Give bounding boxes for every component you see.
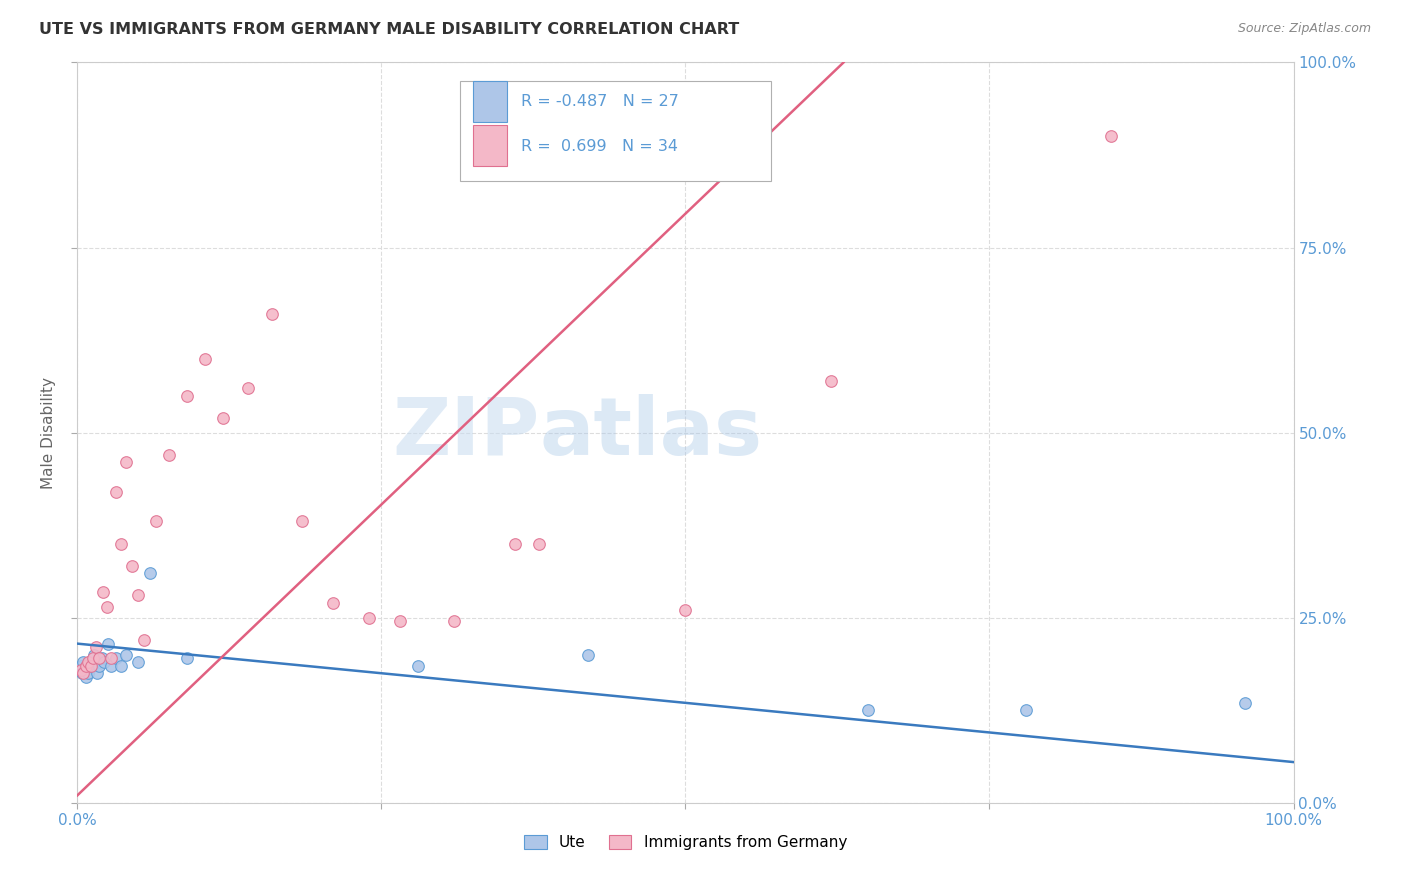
Point <box>322 596 344 610</box>
Point <box>79 655 101 669</box>
Point <box>73 663 96 677</box>
Point <box>176 388 198 402</box>
Point <box>212 410 235 425</box>
Point <box>260 307 283 321</box>
Point <box>194 351 217 366</box>
Point <box>388 615 411 629</box>
Point <box>77 655 100 669</box>
Point <box>70 663 93 677</box>
Point <box>105 484 128 499</box>
Text: atlas: atlas <box>540 393 762 472</box>
FancyBboxPatch shape <box>472 81 506 121</box>
Point <box>236 381 259 395</box>
Point <box>70 658 93 673</box>
Point <box>89 651 111 665</box>
Point <box>97 637 120 651</box>
Text: ZIP: ZIP <box>392 393 540 472</box>
Point <box>77 666 100 681</box>
Point <box>291 515 314 529</box>
Point <box>96 599 118 614</box>
Point <box>503 536 526 550</box>
Point <box>72 666 94 681</box>
Text: R = -0.487   N = 27: R = -0.487 N = 27 <box>522 95 679 109</box>
Point <box>115 455 138 469</box>
Point <box>76 658 98 673</box>
Point <box>675 603 697 617</box>
Legend: Ute, Immigrants from Germany: Ute, Immigrants from Germany <box>516 828 855 858</box>
Point <box>72 655 94 669</box>
Point <box>176 651 198 665</box>
Point <box>529 536 551 550</box>
Point <box>406 658 429 673</box>
Point <box>80 658 103 673</box>
Point <box>139 566 162 581</box>
Point <box>100 658 122 673</box>
Point <box>576 648 599 662</box>
Point <box>145 515 167 529</box>
Point <box>82 651 104 665</box>
Point <box>90 651 112 665</box>
Point <box>86 666 108 681</box>
FancyBboxPatch shape <box>460 81 770 181</box>
Point <box>70 666 93 681</box>
Text: Source: ZipAtlas.com: Source: ZipAtlas.com <box>1237 22 1371 36</box>
Text: UTE VS IMMIGRANTS FROM GERMANY MALE DISABILITY CORRELATION CHART: UTE VS IMMIGRANTS FROM GERMANY MALE DISA… <box>39 22 740 37</box>
Point <box>84 640 107 655</box>
Point <box>75 670 97 684</box>
Point <box>93 655 115 669</box>
Point <box>359 610 381 624</box>
Point <box>115 648 138 662</box>
Point <box>127 655 149 669</box>
Point <box>105 651 128 665</box>
Point <box>157 448 180 462</box>
Point <box>134 632 156 647</box>
Point <box>1015 703 1038 717</box>
Point <box>1233 696 1256 710</box>
FancyBboxPatch shape <box>472 126 506 166</box>
Point <box>83 648 105 662</box>
Point <box>75 658 97 673</box>
Point <box>110 658 132 673</box>
Point <box>121 558 143 573</box>
Point <box>110 536 132 550</box>
Point <box>443 615 465 629</box>
Point <box>100 651 122 665</box>
Point <box>856 703 879 717</box>
Point <box>89 658 111 673</box>
Point <box>820 374 842 388</box>
Y-axis label: Male Disability: Male Disability <box>41 376 56 489</box>
Point <box>1099 129 1122 144</box>
Point <box>80 658 103 673</box>
Point <box>127 589 149 603</box>
Point <box>91 584 114 599</box>
Text: R =  0.699   N = 34: R = 0.699 N = 34 <box>522 138 678 153</box>
